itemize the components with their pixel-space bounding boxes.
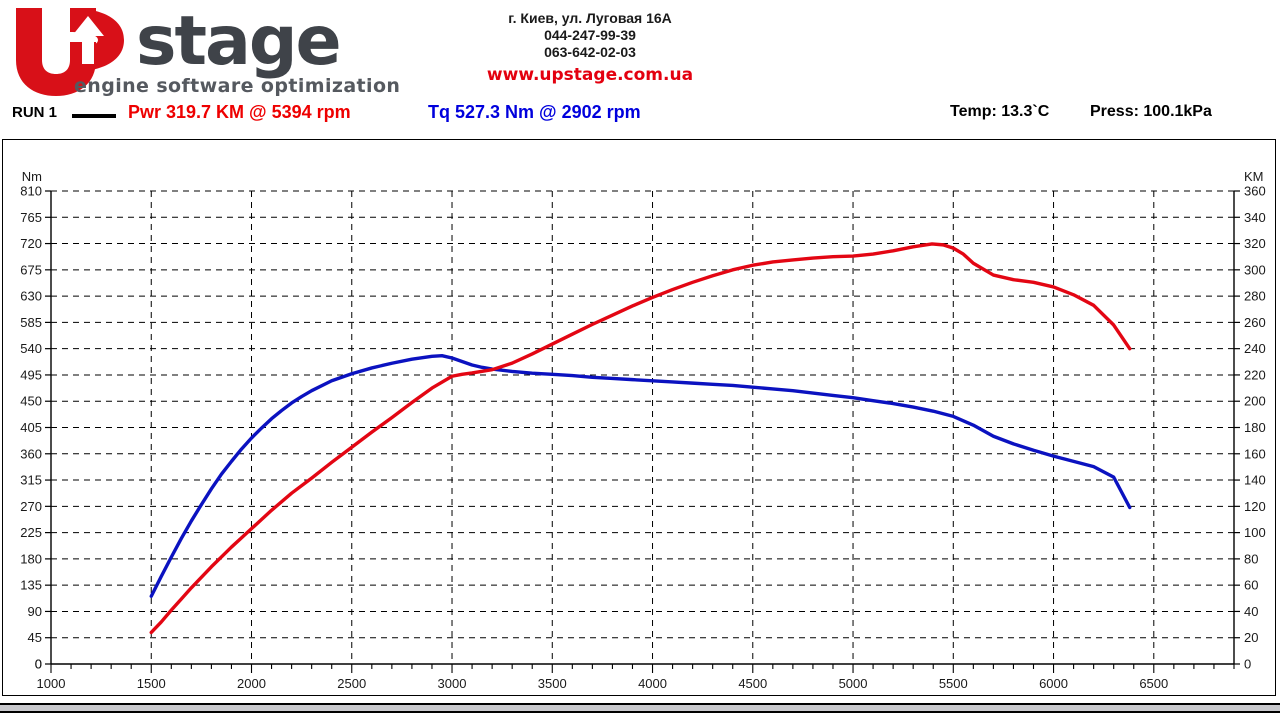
svg-text:220: 220 <box>1244 367 1266 382</box>
contact-info: г. Киев, ул. Луговая 16А 044-247-99-39 0… <box>430 10 750 86</box>
svg-text:0: 0 <box>35 657 42 672</box>
svg-text:340: 340 <box>1244 210 1266 225</box>
contact-address: г. Киев, ул. Луговая 16А <box>508 10 672 26</box>
axis-titles: NmKMEng RPM [rpm] <box>22 169 1264 184</box>
svg-text:120: 120 <box>1244 499 1266 514</box>
svg-text:720: 720 <box>20 236 42 251</box>
logo-tagline-text: engine software optimization <box>74 75 400 97</box>
svg-text:180: 180 <box>20 551 42 566</box>
torque-stat: Tq 527.3 Nm @ 2902 rpm <box>428 102 641 122</box>
footer-bar <box>0 703 1280 713</box>
dyno-chart: 0 45 90 135 180 225 270 315 360 405 450 495 540 585 63… <box>2 139 1276 696</box>
svg-text:765: 765 <box>20 210 42 225</box>
svg-text:540: 540 <box>20 341 42 356</box>
svg-text:6500: 6500 <box>1139 676 1168 691</box>
svg-text:280: 280 <box>1244 289 1266 304</box>
run-legend-line <box>72 114 116 118</box>
svg-text:300: 300 <box>1244 262 1266 277</box>
svg-text:200: 200 <box>1244 394 1266 409</box>
svg-text:240: 240 <box>1244 341 1266 356</box>
power-stat: Pwr 319.7 KM @ 5394 rpm <box>128 102 351 122</box>
svg-text:360: 360 <box>1244 184 1266 199</box>
axis-ticks <box>45 190 1240 673</box>
svg-text:450: 450 <box>20 394 42 409</box>
svg-text:1500: 1500 <box>137 676 166 691</box>
svg-text:45: 45 <box>28 630 42 645</box>
svg-text:810: 810 <box>20 184 42 199</box>
run-stats-bar: RUN 1 Pwr 319.7 KM @ 5394 rpm Tq 527.3 N… <box>0 100 1280 132</box>
svg-text:180: 180 <box>1244 420 1266 435</box>
contact-phone-2: 063-642-02-03 <box>544 44 636 60</box>
svg-text:315: 315 <box>20 473 42 488</box>
run-label: RUN 1 <box>12 104 58 121</box>
temperature-stat: Temp: 13.3`C <box>950 103 1050 120</box>
svg-text:6000: 6000 <box>1039 676 1068 691</box>
svg-text:260: 260 <box>1244 315 1266 330</box>
svg-text:585: 585 <box>20 315 42 330</box>
contact-phone-1: 044-247-99-39 <box>544 27 636 43</box>
upstage-logo: stage engine software optimization <box>8 2 428 100</box>
svg-text:630: 630 <box>20 289 42 304</box>
page-header: stage engine software optimization г. Ки… <box>0 0 1280 139</box>
svg-text:675: 675 <box>20 262 42 277</box>
svg-text:5000: 5000 <box>839 676 868 691</box>
svg-text:20: 20 <box>1244 630 1258 645</box>
svg-text:KM: KM <box>1244 169 1264 184</box>
data-series <box>149 242 1132 635</box>
chart-canvas: 0 45 90 135 180 225 270 315 360 405 450 495 540 585 63… <box>20 169 1265 692</box>
svg-text:60: 60 <box>1244 578 1258 593</box>
svg-text:225: 225 <box>20 525 42 540</box>
logo-graphic: stage engine software optimization <box>16 2 400 97</box>
svg-text:140: 140 <box>1244 473 1266 488</box>
svg-text:5500: 5500 <box>939 676 968 691</box>
pressure-stat: Press: 100.1kPa <box>1090 103 1212 120</box>
svg-text:100: 100 <box>1244 525 1266 540</box>
svg-text:360: 360 <box>20 446 42 461</box>
svg-text:stage: stage <box>136 2 340 81</box>
svg-text:90: 90 <box>28 604 42 619</box>
svg-text:320: 320 <box>1244 236 1266 251</box>
svg-text:Nm: Nm <box>22 169 42 184</box>
svg-text:160: 160 <box>1244 446 1266 461</box>
svg-text:405: 405 <box>20 420 42 435</box>
svg-text:495: 495 <box>20 367 42 382</box>
svg-text:4000: 4000 <box>638 676 667 691</box>
grid-lines <box>51 190 1234 664</box>
svg-text:1000: 1000 <box>37 676 66 691</box>
svg-text:2500: 2500 <box>337 676 366 691</box>
axis-tick-labels: 0 45 90 135 180 225 270 315 360 405 450 495 540 585 63… <box>20 184 1265 692</box>
svg-text:3500: 3500 <box>538 676 567 691</box>
website-link[interactable]: www.upstage.com.ua <box>486 65 694 85</box>
svg-text:270: 270 <box>20 499 42 514</box>
svg-text:0: 0 <box>1244 657 1251 672</box>
svg-text:4500: 4500 <box>738 676 767 691</box>
svg-text:2000: 2000 <box>237 676 266 691</box>
svg-text:80: 80 <box>1244 551 1258 566</box>
svg-text:0: 0 <box>35 657 42 672</box>
svg-text:40: 40 <box>1244 604 1258 619</box>
svg-text:3000: 3000 <box>438 676 467 691</box>
svg-text:135: 135 <box>20 578 42 593</box>
